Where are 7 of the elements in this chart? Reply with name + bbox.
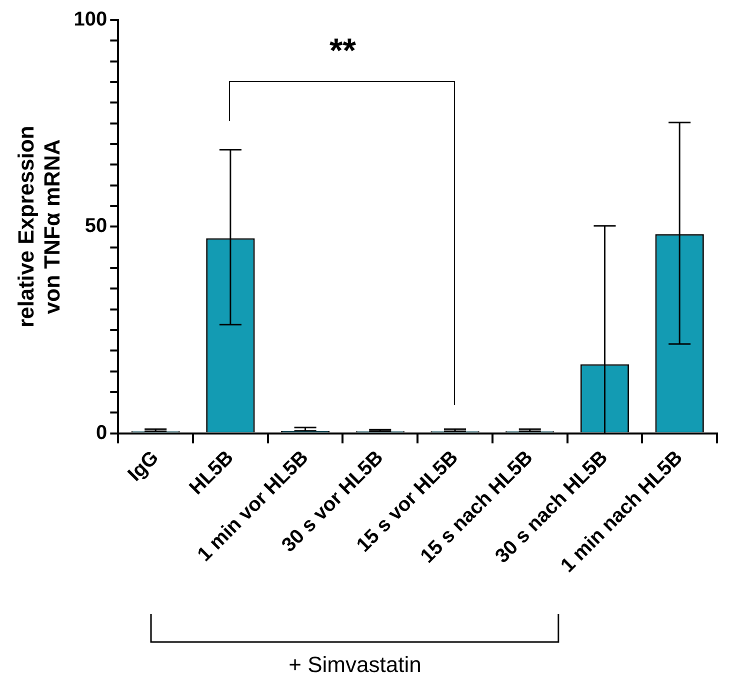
y-tick-label: 50 xyxy=(84,215,108,238)
y-tick-label: 0 xyxy=(96,422,108,444)
y-tick-label: 100 xyxy=(74,8,108,31)
y-axis-title: relative Expression von TNFα mRNA xyxy=(13,126,65,328)
text: + Simvastatin xyxy=(288,652,422,678)
x-tick-label: IgG xyxy=(124,446,164,486)
annotation: ** xyxy=(328,32,357,71)
